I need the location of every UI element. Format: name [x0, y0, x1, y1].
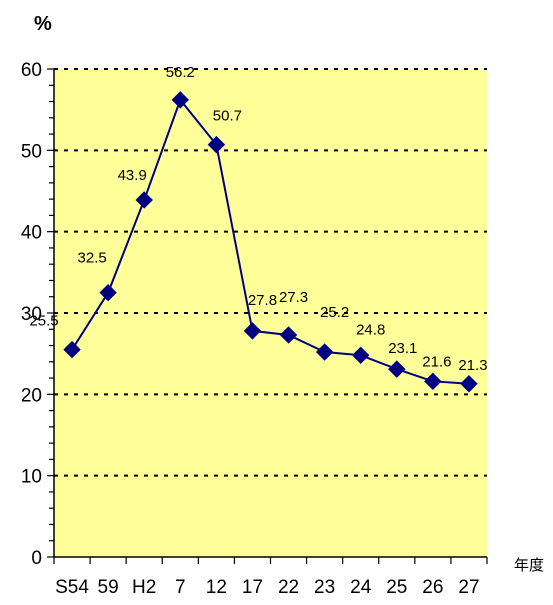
y-tick-label: 20 [21, 385, 42, 406]
x-tick-label: 12 [206, 577, 227, 598]
y-tick-label: 60 [21, 60, 42, 81]
x-axis-ticks: S54 59 H2 7 12 17 22 23 24 25 26 27 [53, 557, 488, 598]
data-label: 50.7 [213, 108, 242, 125]
data-point [63, 340, 81, 359]
data-point [388, 360, 406, 378]
data-point [99, 283, 117, 302]
data-label: 21.6 [422, 353, 451, 370]
data-point [243, 322, 262, 340]
x-tick-label: 26 [422, 577, 443, 598]
data-point [207, 135, 226, 154]
x-tick-label: 7 [175, 577, 186, 598]
data-label: 43.9 [118, 167, 147, 184]
data-point [352, 346, 370, 365]
x-tick-label: 17 [242, 577, 263, 598]
y-tick-label: 50 [21, 141, 42, 162]
data-point [460, 375, 478, 393]
x-axis-title: 年度 [514, 557, 544, 574]
data-label: 24.8 [356, 321, 385, 338]
plot-area [54, 69, 487, 557]
data-point [135, 191, 153, 209]
data-label: 32.5 [78, 250, 107, 267]
y-axis-title: % [34, 13, 52, 35]
data-label: 27.3 [279, 289, 308, 306]
data-label: 21.3 [458, 357, 487, 374]
gridlines [54, 68, 487, 477]
x-tick-label: 59 [98, 577, 119, 598]
data-point [424, 372, 442, 391]
data-label: 27.8 [248, 292, 277, 309]
y-tick-label: 10 [21, 467, 42, 488]
x-tick-label: 27 [458, 577, 479, 598]
data-label: 25.5 [29, 313, 58, 330]
y-tick-label: 40 [21, 223, 42, 244]
data-point [171, 91, 189, 109]
x-tick-label: H2 [132, 577, 156, 598]
data-labels: 25.5 32.5 43.9 56.2 50.7 27.8 27.3 25.2 24.823.1… [29, 64, 487, 374]
data-label: 23.1 [388, 340, 417, 357]
y-tick-label: 30 [21, 304, 42, 325]
y-tick-label: 0 [31, 548, 42, 569]
x-tick-label: 22 [278, 577, 299, 598]
x-tick-label: 24 [350, 577, 372, 598]
data-point [315, 343, 334, 361]
y-axis-ticks: 0 10 20 30 40 50 60 [21, 60, 54, 569]
data-label: 25.2 [320, 304, 349, 321]
x-tick-label: 25 [386, 577, 407, 598]
data-point [279, 326, 298, 344]
data-label: 56.2 [166, 64, 195, 81]
x-tick-label: S54 [55, 577, 89, 598]
data-series [63, 91, 478, 393]
x-tick-label: 23 [314, 577, 335, 598]
